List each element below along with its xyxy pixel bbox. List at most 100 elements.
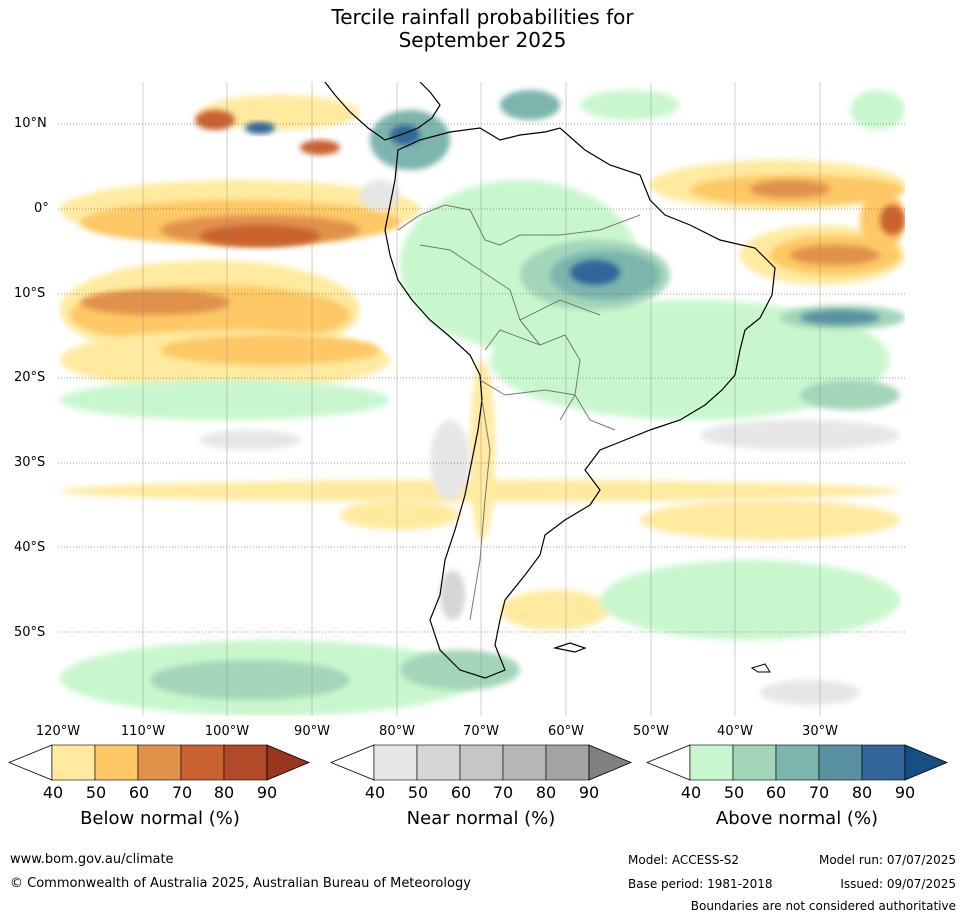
colorbar-bin — [180, 744, 225, 781]
model-run-text: Model run: 07/07/2025 — [818, 853, 956, 867]
lon-label-60w: 60°W — [548, 724, 584, 739]
lon-label-70w: 70°W — [463, 724, 499, 739]
colorbar-bin — [732, 744, 777, 781]
colorbar-extend-high — [904, 744, 948, 781]
issued-text: Issued: 09/07/2025 — [840, 877, 956, 891]
probability-region — [640, 500, 900, 540]
lon-label-50w: 50°W — [633, 724, 669, 739]
cb1-tick-70: 70 — [171, 783, 193, 802]
cb1-tick-90: 90 — [256, 783, 278, 802]
colorbar-bin — [861, 744, 906, 781]
lon-label-30w: 30°W — [802, 724, 838, 739]
probability-map — [58, 82, 905, 716]
probability-region — [200, 95, 360, 130]
base-period-text: Base period: 1981-2018 — [628, 877, 773, 891]
colorbar-bin — [94, 744, 139, 781]
lon-label-40w: 40°W — [717, 724, 753, 739]
probability-region — [850, 90, 905, 130]
probability-region — [800, 310, 880, 325]
above-normal-title: Above normal (%) — [715, 808, 879, 829]
near-normal-title: Near normal (%) — [406, 808, 556, 829]
probability-region — [80, 290, 230, 315]
probability-region — [490, 300, 890, 420]
map-title-line-2: September 2025 — [398, 28, 567, 52]
probability-region — [760, 680, 860, 705]
colorbar-bin — [51, 744, 96, 781]
colorbar-below-normal — [8, 744, 310, 781]
probability-region — [150, 660, 350, 700]
probability-region — [440, 570, 465, 620]
colorbar-near-normal — [330, 744, 632, 781]
probability-region — [700, 420, 900, 450]
colorbar-above-normal — [646, 744, 948, 781]
colorbar-bin — [689, 744, 734, 781]
probability-region — [245, 122, 275, 134]
colorbar-extend-low — [330, 744, 375, 781]
probability-region — [430, 420, 470, 500]
lat-label-20s: 20°S — [14, 370, 46, 385]
cb2-tick-50: 50 — [407, 783, 429, 802]
colorbar-extend-low — [646, 744, 691, 781]
cb2-tick-90: 90 — [578, 783, 600, 802]
probability-region — [750, 180, 830, 198]
colorbar-bin — [223, 744, 268, 781]
cb3-tick-40: 40 — [680, 783, 702, 802]
lon-label-120w: 120°W — [35, 724, 81, 739]
probability-region — [800, 380, 900, 410]
probability-region — [60, 480, 900, 502]
cb3-tick-50: 50 — [723, 783, 745, 802]
lon-label-110w: 110°W — [120, 724, 166, 739]
probability-region — [790, 245, 880, 265]
cb3-tick-90: 90 — [894, 783, 916, 802]
probability-region — [570, 260, 620, 285]
cb3-tick-60: 60 — [765, 783, 787, 802]
graticule — [58, 82, 905, 716]
lat-label-40s: 40°S — [14, 540, 46, 555]
colorbar-extend-high — [588, 744, 632, 781]
colorbar-bin — [818, 744, 863, 781]
lat-label-10s: 10°S — [14, 286, 46, 301]
lat-label-0: 0° — [34, 201, 49, 216]
cb2-tick-60: 60 — [450, 783, 472, 802]
colorbar-bin — [137, 744, 182, 781]
probability-region — [340, 500, 460, 530]
lat-label-50s: 50°S — [14, 625, 46, 640]
probability-region — [500, 90, 560, 120]
probability-region — [200, 430, 300, 450]
lat-label-30s: 30°S — [14, 455, 46, 470]
disclaimer-text: Boundaries are not considered authoritat… — [690, 899, 956, 913]
probability-region — [580, 90, 680, 120]
lon-label-90w: 90°W — [294, 724, 330, 739]
coastline-south-america — [324, 82, 776, 679]
country-borders — [397, 204, 641, 621]
cb1-tick-80: 80 — [213, 783, 235, 802]
lat-label-10n: 10°N — [14, 116, 47, 131]
probability-region — [600, 560, 900, 640]
probability-region — [200, 225, 320, 247]
cb3-tick-80: 80 — [851, 783, 873, 802]
probability-region — [160, 335, 380, 365]
cb2-tick-40: 40 — [364, 783, 386, 802]
probability-region — [300, 140, 340, 155]
model-text: Model: ACCESS-S2 — [628, 853, 740, 867]
colorbar-bin — [416, 744, 461, 781]
below-normal-title: Below normal (%) — [80, 808, 240, 829]
colorbar-bin — [459, 744, 504, 781]
probability-region — [60, 380, 390, 420]
colorbar-bin — [775, 744, 820, 781]
probability-region — [500, 590, 610, 630]
map-title-line-1: Tercile rainfall probabilities for — [331, 5, 634, 29]
colorbar-bin — [545, 744, 590, 781]
cb2-tick-80: 80 — [535, 783, 557, 802]
cb1-tick-50: 50 — [85, 783, 107, 802]
lon-label-80w: 80°W — [379, 724, 415, 739]
bom-url: www.bom.gov.au/climate — [10, 852, 174, 867]
cb2-tick-70: 70 — [492, 783, 514, 802]
cb1-tick-60: 60 — [128, 783, 150, 802]
colorbar-extend-high — [266, 744, 310, 781]
colorbar-extend-low — [8, 744, 53, 781]
lon-label-100w: 100°W — [204, 724, 250, 739]
colorbar-bin — [373, 744, 418, 781]
copyright-text: © Commonwealth of Australia 2025, Austra… — [10, 876, 471, 891]
probability-region — [880, 205, 905, 235]
